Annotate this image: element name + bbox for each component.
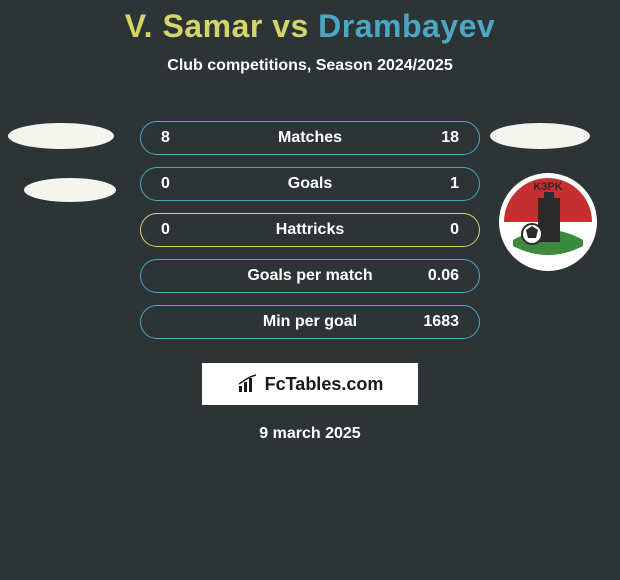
stat-row: Min per goal 1683 [140, 305, 480, 339]
stat-left-value: 0 [161, 175, 170, 193]
stat-label: Goals per match [247, 267, 372, 285]
stat-label: Matches [278, 129, 342, 147]
brand-box: FcTables.com [202, 363, 418, 405]
brand-name: FcTables.com [265, 374, 384, 395]
stat-label: Min per goal [263, 313, 357, 331]
stat-row: 0 Goals 1 [140, 167, 480, 201]
badge-text: K3PK [533, 181, 562, 193]
subtitle: Club competitions, Season 2024/2025 [0, 57, 620, 75]
stat-right-value: 18 [441, 129, 459, 147]
club-badge-svg: K3PK [498, 172, 598, 272]
vs-label: vs [272, 8, 309, 44]
player1-name: V. Samar [125, 8, 263, 44]
player1-spot-b [24, 178, 116, 202]
chart-icon [237, 374, 259, 394]
stat-row: 8 Matches 18 [140, 121, 480, 155]
stat-left-value: 0 [161, 221, 170, 239]
stat-right-value: 1683 [423, 313, 459, 331]
club-badge: K3PK [498, 172, 600, 274]
stat-row: Goals per match 0.06 [140, 259, 480, 293]
stat-right-value: 0 [450, 221, 459, 239]
stat-row: 0 Hattricks 0 [140, 213, 480, 247]
stat-right-value: 1 [450, 175, 459, 193]
player1-spot-a [8, 123, 114, 149]
player2-spot [490, 123, 590, 149]
stat-left-value: 8 [161, 129, 170, 147]
player2-name: Drambayev [318, 8, 495, 44]
date-label: 9 march 2025 [0, 425, 620, 443]
stat-label: Goals [288, 175, 332, 193]
page-title: V. Samar vs Drambayev [0, 0, 620, 45]
stat-label: Hattricks [276, 221, 344, 239]
stat-right-value: 0.06 [428, 267, 459, 285]
